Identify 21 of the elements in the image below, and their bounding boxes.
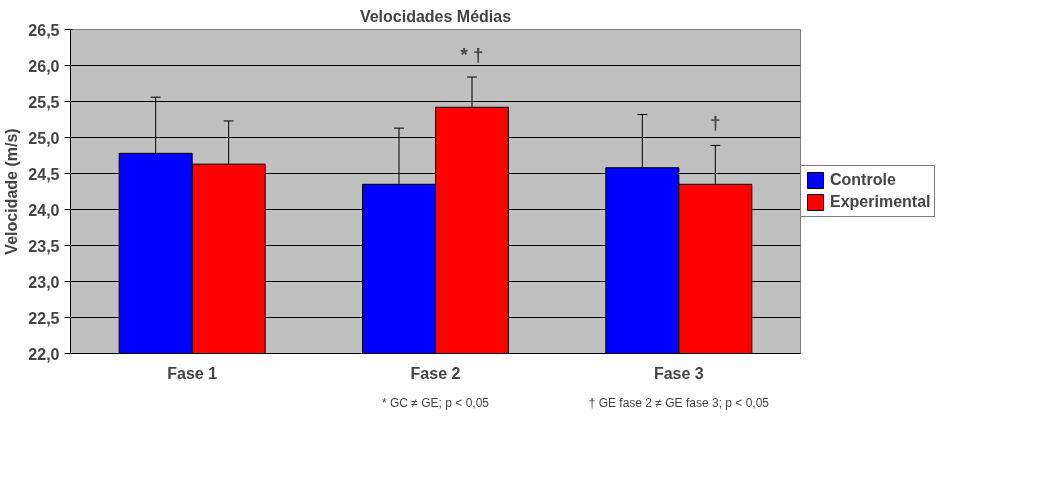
legend-label: Experimental <box>830 193 931 211</box>
y-tick-label: 22,0 <box>28 345 60 363</box>
x-tick-label: Fase 2 <box>410 364 461 382</box>
y-tick-label: 26,5 <box>28 21 60 39</box>
chart-title: Velocidades Médias <box>359 7 512 25</box>
x-tick-label: Fase 3 <box>653 364 704 382</box>
y-tick-label: 24,0 <box>28 201 60 219</box>
y-tick-label: 22,5 <box>28 309 60 327</box>
y-tick-label: 25,0 <box>28 129 60 147</box>
y-tick-label: 23,5 <box>28 237 60 255</box>
text: * GC ≠ GE; p < 0,05 <box>382 395 490 410</box>
text: † GE fase 2 ≠ GE fase 3; p < 0,05 <box>588 395 770 410</box>
y-tick-label: 24,5 <box>28 165 60 183</box>
annotation: * † <box>460 44 484 66</box>
y-tick-label: 25,5 <box>28 93 60 111</box>
x-tick-label: Fase 1 <box>167 364 218 382</box>
y-axis-title: Velocidade (m/s) <box>3 128 21 255</box>
annotation: † <box>710 112 721 134</box>
y-tick-label: 23,0 <box>28 273 60 291</box>
y-tick-label: 26,0 <box>28 57 60 75</box>
legend-label: Controle <box>830 171 896 189</box>
